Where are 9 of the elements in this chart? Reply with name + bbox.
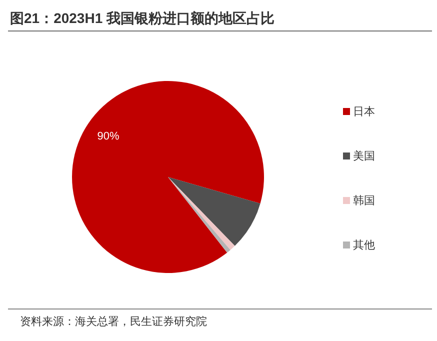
legend-label: 日本 [353, 104, 375, 118]
legend-label: 美国 [353, 149, 375, 162]
legend-label: 韩国 [353, 194, 375, 207]
pie-slice [72, 81, 264, 273]
legend-label: 其他 [353, 238, 375, 252]
text: 资料来源：海关总署，民生证券研究院 [20, 315, 207, 328]
data-label: 90% [97, 130, 120, 143]
chart-title: 图21：2023H1 我国银粉进口额的地区占比 [10, 10, 275, 26]
pie-slice [168, 177, 260, 246]
